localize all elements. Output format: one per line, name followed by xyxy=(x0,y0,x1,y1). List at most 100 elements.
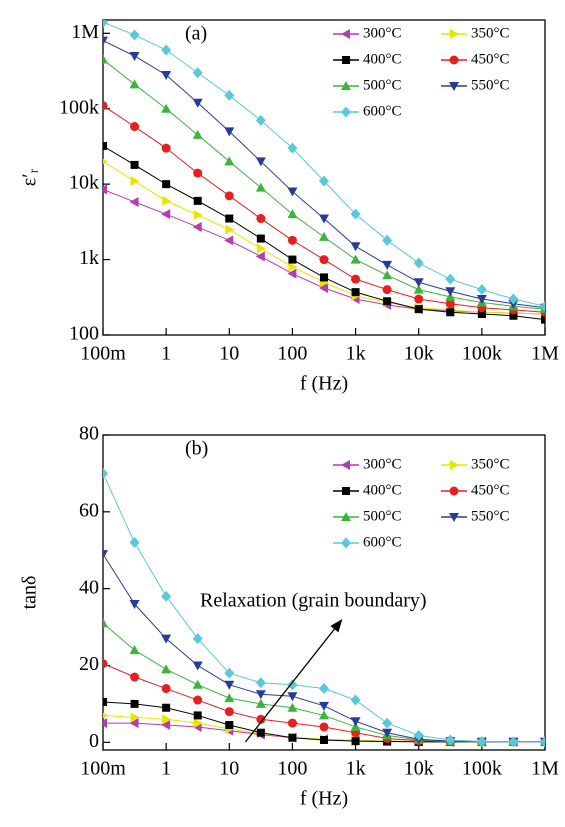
marker xyxy=(476,295,487,305)
legend-label: 400°C xyxy=(363,482,402,498)
marker xyxy=(319,736,328,745)
marker xyxy=(161,103,172,113)
legend-label: 450°C xyxy=(471,51,510,67)
marker xyxy=(161,664,172,674)
marker xyxy=(288,733,297,742)
marker xyxy=(224,156,235,166)
marker xyxy=(445,291,456,301)
x-tick-label: 10 xyxy=(219,758,239,780)
marker xyxy=(446,308,455,317)
marker xyxy=(255,677,266,689)
marker xyxy=(351,288,360,297)
marker xyxy=(540,736,545,748)
marker xyxy=(414,305,423,314)
marker xyxy=(383,297,392,306)
legend-label: 550°C xyxy=(471,77,510,93)
marker xyxy=(192,129,203,139)
x-tick-label: 100 xyxy=(277,343,307,365)
marker xyxy=(103,54,108,64)
marker xyxy=(445,734,456,746)
marker xyxy=(103,20,108,28)
y-tick-label: 10k xyxy=(69,172,99,194)
annotation: Relaxation (grain boundary) xyxy=(200,590,427,612)
marker xyxy=(476,736,487,748)
marker xyxy=(445,273,456,285)
legend-label: 300°C xyxy=(363,25,402,41)
marker xyxy=(224,235,234,246)
marker xyxy=(161,634,172,644)
marker xyxy=(129,51,140,61)
marker xyxy=(224,707,234,717)
legend-marker xyxy=(341,460,350,470)
marker xyxy=(382,270,393,280)
marker xyxy=(287,718,297,728)
legend-marker xyxy=(341,106,351,118)
marker xyxy=(129,600,140,610)
plot-frame xyxy=(102,434,546,751)
annotation-arrow xyxy=(244,618,343,743)
x-tick-label: 1 xyxy=(161,343,171,365)
marker xyxy=(103,550,108,560)
marker xyxy=(129,79,140,89)
marker xyxy=(192,661,203,671)
legend-marker xyxy=(341,29,350,39)
marker xyxy=(319,255,329,265)
marker xyxy=(255,157,266,167)
legend-label: 550°C xyxy=(471,508,510,524)
legend-label: 500°C xyxy=(363,508,402,524)
legend-label: 350°C xyxy=(471,25,510,41)
marker xyxy=(129,537,140,549)
marker xyxy=(103,158,108,165)
legend-marker xyxy=(450,29,459,39)
y-tick-label: 60 xyxy=(79,499,99,521)
marker xyxy=(161,590,172,602)
marker xyxy=(319,722,329,732)
x-tick-label: 100 xyxy=(277,758,307,780)
marker xyxy=(162,195,172,206)
marker xyxy=(413,257,424,269)
marker xyxy=(382,260,393,270)
marker xyxy=(318,701,329,711)
legend-label: 600°C xyxy=(363,103,402,119)
y-tick-label: 1k xyxy=(79,247,99,269)
marker xyxy=(508,293,519,305)
marker xyxy=(288,255,297,264)
marker xyxy=(129,196,139,207)
marker xyxy=(256,714,266,724)
marker xyxy=(318,175,329,187)
legend-marker xyxy=(450,460,459,470)
x-tick-label: 100m xyxy=(80,758,126,780)
marker xyxy=(476,284,487,296)
marker xyxy=(162,714,172,725)
plot-frame xyxy=(102,19,546,336)
marker xyxy=(162,703,171,712)
marker xyxy=(445,287,456,297)
marker xyxy=(193,718,203,729)
legend-marker xyxy=(449,486,459,496)
marker xyxy=(413,278,424,288)
marker xyxy=(255,690,266,700)
marker xyxy=(130,122,140,132)
marker xyxy=(103,184,107,195)
marker xyxy=(287,268,297,279)
marker xyxy=(350,717,361,727)
marker xyxy=(225,224,235,235)
legend-label: 500°C xyxy=(363,77,402,93)
marker xyxy=(161,70,172,80)
x-axis-label: f (Hz) xyxy=(300,373,348,395)
marker xyxy=(224,89,235,101)
legend-label: 350°C xyxy=(471,456,510,472)
marker xyxy=(256,234,265,243)
marker xyxy=(193,695,203,705)
marker xyxy=(255,698,266,708)
x-tick-label: 10k xyxy=(404,343,434,365)
marker xyxy=(508,736,519,748)
marker xyxy=(350,254,361,264)
marker xyxy=(413,284,424,294)
legend-marker xyxy=(449,513,459,522)
legend-marker xyxy=(341,537,351,549)
marker xyxy=(318,710,329,720)
marker xyxy=(319,273,328,282)
marker xyxy=(103,618,108,628)
